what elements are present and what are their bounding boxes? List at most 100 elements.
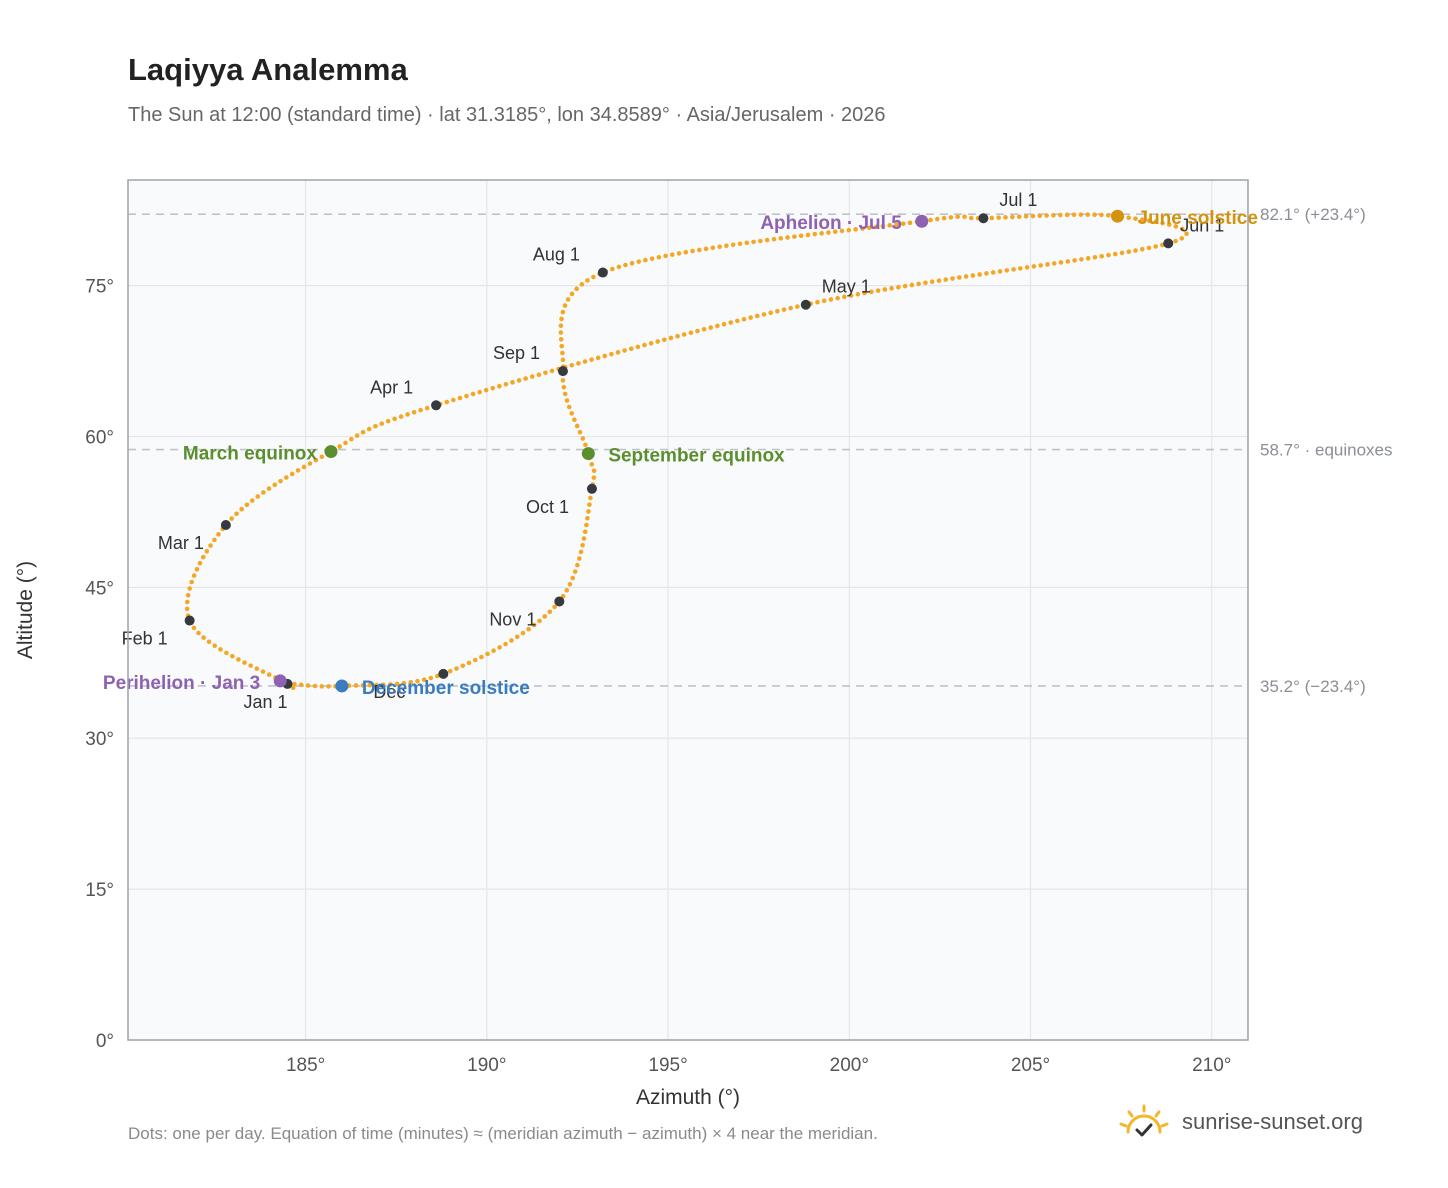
daily-sun-dot [934,216,940,222]
daily-sun-dot [1184,231,1189,237]
daily-sun-dot [239,506,244,512]
daily-sun-dot [531,622,537,628]
month-marker [586,483,597,494]
daily-sun-dot [595,355,601,361]
daily-sun-dot [381,682,386,688]
daily-sun-dot [229,516,234,521]
chart-title: Laqiyya Analemma [128,52,408,87]
daily-sun-dot [485,651,490,657]
daily-sun-dot [846,227,852,233]
daily-sun-dot [572,417,577,423]
daily-sun-dot [520,630,526,636]
daily-sun-dot [191,625,197,631]
daily-sun-dot [735,318,740,324]
daily-sun-dot [392,416,397,422]
daily-sun-dot [564,398,570,403]
brand-name: sunrise-sunset.org [1182,1109,1363,1134]
daily-sun-dot [569,411,575,416]
month-marker-label: Mar 1 [158,533,204,553]
daily-sun-dot [758,238,763,244]
daily-sun-dot [1051,212,1056,218]
daily-sun-dot [385,418,391,424]
daily-sun-dot [821,298,827,304]
event-marker [581,447,595,461]
daily-sun-dot [464,393,469,399]
daily-sun-dot [655,339,661,344]
daily-sun-dot [200,554,206,560]
daily-sun-dot [562,391,568,397]
daily-sun-dot [923,280,928,286]
daily-sun-dot [313,457,319,463]
month-marker-label: Apr 1 [370,377,413,397]
daily-sun-dot [902,283,908,289]
daily-sun-dot [191,573,197,578]
daily-sun-dot [589,357,594,362]
month-marker [184,615,195,626]
daily-sun-dot [828,297,834,302]
daily-sun-dot [581,536,587,541]
daily-sun-dot [768,310,773,316]
daily-sun-dot [751,239,756,245]
daily-sun-dot [549,368,555,374]
daily-sun-dot [582,359,588,364]
daily-sun-dot [896,284,901,290]
daily-sun-dot [788,305,793,311]
daily-sun-dot [562,303,568,308]
reference-line-label: 35.2° (−23.4°) [1260,677,1366,696]
daily-sun-dot [248,663,253,668]
month-marker [978,213,989,224]
daily-sun-dot [490,385,496,391]
daily-sun-dot [585,278,590,283]
daily-sun-dot [950,276,955,281]
daily-sun-dot [305,683,311,688]
daily-sun-dot [610,266,615,272]
daily-sun-dot [1078,212,1084,217]
daily-sun-dot [1031,264,1037,269]
daily-sun-dot [574,423,580,429]
daily-sun-dot [656,254,662,260]
daily-sun-dot [184,606,190,612]
daily-sun-dot [564,588,570,593]
daily-sun-dot [565,297,571,302]
daily-sun-dot [977,272,982,277]
daily-sun-dot [853,227,858,232]
daily-sun-dot [909,282,915,288]
daily-sun-dot [948,215,954,220]
daily-sun-dot [1160,220,1165,226]
daily-sun-dot [558,323,564,328]
month-marker-label: Sep 1 [493,343,540,363]
daily-sun-dot [761,312,767,317]
y-axis-label: Altitude (°) [14,561,37,659]
daily-sun-dot [216,532,221,537]
daily-sun-dot [579,282,585,287]
daily-sun-dot [189,579,195,585]
daily-sun-dot [907,220,913,226]
daily-sun-dot [880,223,886,229]
daily-sun-dot [547,609,553,615]
daily-sun-dot [609,351,614,357]
daily-sun-dot [805,232,811,238]
month-marker [554,596,565,607]
daily-sun-dot [587,502,592,507]
daily-sun-dot [261,490,266,495]
daily-sun-dot [1133,248,1138,253]
daily-sun-dot [860,226,865,231]
daily-sun-dot [616,264,622,270]
daily-sun-dot [683,249,689,255]
brand-logo[interactable]: sunrise-sunset.org [1118,1100,1363,1144]
daily-sun-dot [1106,252,1111,258]
daily-sun-dot [635,344,641,350]
daily-sun-dot [272,482,278,488]
daily-sun-dot [1146,245,1152,251]
daily-sun-dot [819,231,824,236]
month-marker-label: May 1 [822,277,871,297]
daily-sun-dot [741,316,747,322]
daily-sun-dot [668,335,674,341]
daily-sun-dot [1079,257,1084,262]
daily-sun-dot [1173,238,1178,244]
daily-sun-dot [224,650,229,656]
daily-sun-dot [887,223,892,228]
daily-sun-dot [648,341,654,346]
x-tick-label: 190° [467,1055,506,1076]
daily-sun-dot [629,260,635,266]
